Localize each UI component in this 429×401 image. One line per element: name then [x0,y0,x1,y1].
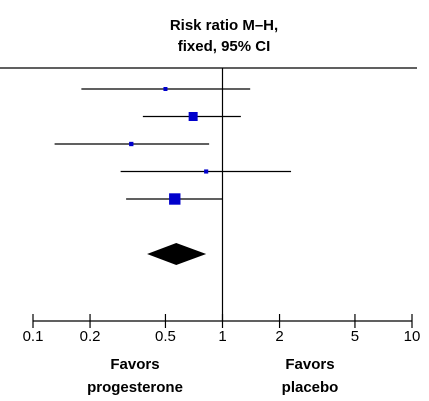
x-tick-label: 10 [404,328,421,345]
studies-layer [54,68,292,321]
x-tick-label: 0.1 [23,328,44,345]
favors-left-label-line2: progesterone [87,379,183,396]
x-tick-label: 1 [218,328,226,345]
study-marker [169,193,181,205]
study-marker [163,87,168,91]
x-axis: 0.1 0.2 0.5 1 2 5 10 [23,314,421,345]
favors-right-label-line2: placebo [282,379,339,396]
pooled-diamond [147,243,207,265]
chart-title-line1: Risk ratio M–H, [170,17,278,34]
study-marker [129,141,134,147]
x-tick-label: 2 [275,328,283,345]
x-tick-label: 0.5 [155,328,176,345]
chart-title-line2: fixed, 95% CI [178,38,271,55]
x-tick-label: 5 [351,328,359,345]
study-marker [188,112,198,121]
favors-right-label-line1: Favors [285,356,334,373]
study-marker [204,169,209,174]
x-tick-label: 0.2 [80,328,101,345]
favors-left-label-line1: Favors [110,356,159,373]
